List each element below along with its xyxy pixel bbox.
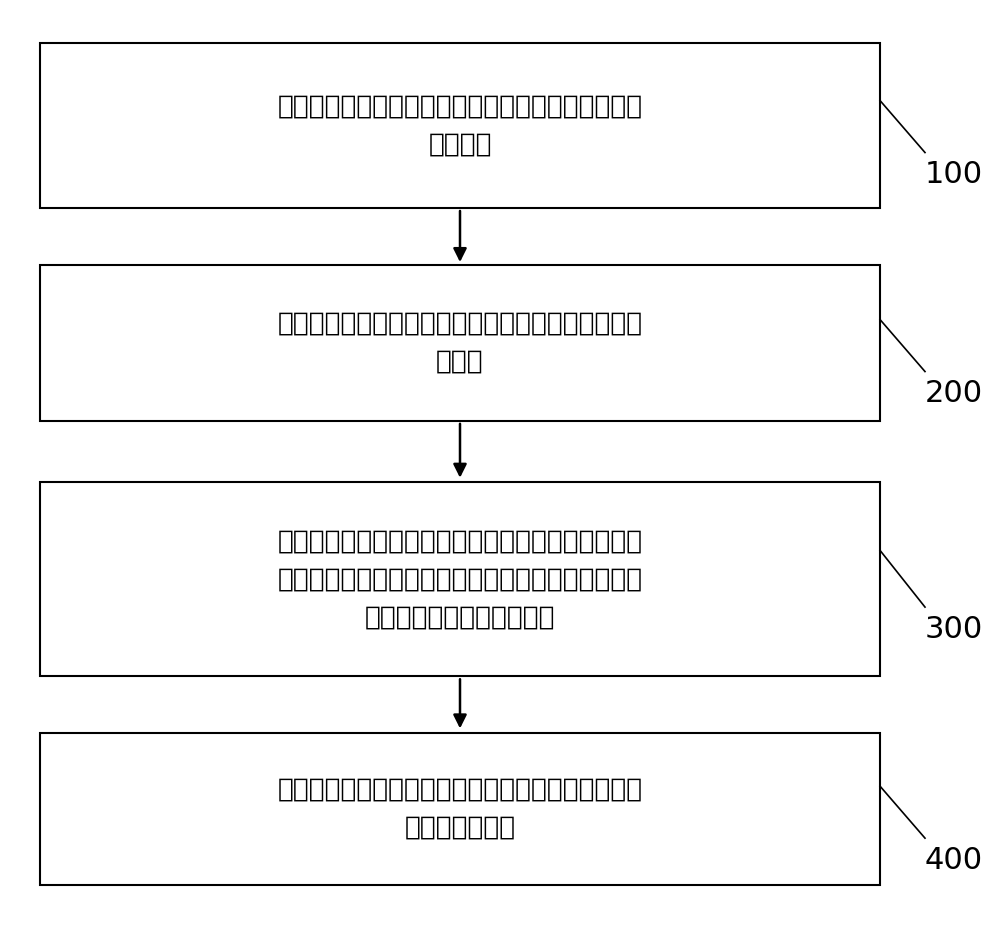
Text: 获取人体按摩区域的三维点云曲面，并根据所述离散
螺旋曲线，在所述三维点云曲面上生成与所述离散螺
旋曲线对应的三维离散轨迹: 获取人体按摩区域的三维点云曲面，并根据所述离散 螺旋曲线，在所述三维点云曲面上生…	[277, 529, 643, 630]
Bar	[40, 265, 880, 421]
Text: 接收轨迹基线并对所述轨迹基线进行曲线拟合以生成
离散曲线: 接收轨迹基线并对所述轨迹基线进行曲线拟合以生成 离散曲线	[277, 94, 643, 157]
Bar	[40, 43, 880, 208]
Text: 100: 100	[925, 160, 983, 189]
Text: 200: 200	[925, 379, 983, 408]
Text: 300: 300	[925, 615, 983, 643]
Text: 对所述三维离散轨迹上的各轨迹点进行位姿计算以形
成螺旋按摩轨迹: 对所述三维离散轨迹上的各轨迹点进行位姿计算以形 成螺旋按摩轨迹	[277, 777, 643, 841]
Bar	[40, 482, 880, 676]
Bar	[40, 733, 880, 885]
Text: 400: 400	[925, 846, 983, 875]
Text: 对所述离散曲线上的各点进行螺旋计算以生成离散螺
旋曲线: 对所述离散曲线上的各点进行螺旋计算以生成离散螺 旋曲线	[277, 311, 643, 375]
